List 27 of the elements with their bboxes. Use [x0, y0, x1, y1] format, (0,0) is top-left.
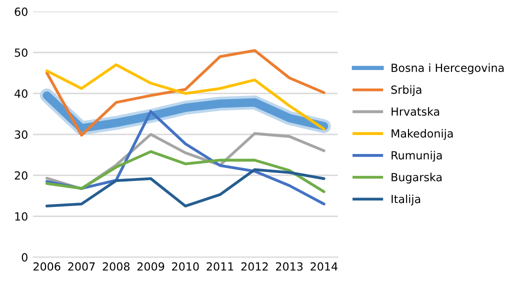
line-series: [45, 63, 326, 130]
y-tick-label: 50: [14, 48, 28, 57]
y-tick-label: 30: [14, 130, 28, 139]
y-tick-label: 20: [14, 171, 28, 180]
x-tick-label: 2011: [206, 262, 234, 271]
x-tick-label: 2006: [34, 262, 60, 271]
y-tick-label: 0: [22, 253, 28, 262]
legend-label: Bugarska: [392, 172, 442, 184]
legend-label: Rumunija: [392, 150, 442, 162]
y-tick-label: 60: [14, 8, 28, 16]
x-tick-label: 2007: [68, 262, 95, 271]
legend-label: Makedonija: [392, 129, 453, 140]
y-tick-label: 10: [15, 212, 28, 221]
x-tick-label: 2013: [276, 262, 303, 271]
x-tick-label: 2010: [172, 262, 199, 271]
x-tick-label: 2012: [241, 262, 268, 271]
legend-label: Bosna i Hercegovina: [392, 63, 504, 74]
line-series: [45, 49, 326, 137]
x-tick-label: 2008: [102, 262, 130, 271]
legend-label: Srbija: [391, 85, 422, 96]
line-series: [45, 168, 326, 208]
x-tick-label: 2014: [310, 262, 338, 271]
legend-label: Hrvatska: [392, 107, 440, 116]
x-tick-label: 2009: [137, 262, 164, 271]
line-series: [45, 150, 326, 194]
legend-label: Italija: [392, 194, 420, 206]
y-tick-label: 40: [14, 89, 28, 98]
